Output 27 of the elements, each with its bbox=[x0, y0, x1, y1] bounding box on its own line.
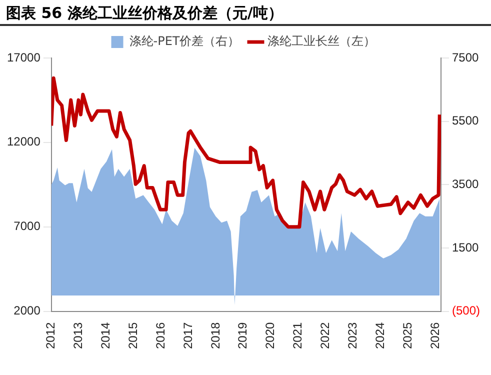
x-tick-label: 2025 bbox=[400, 322, 414, 350]
y-tick-label: 12000 bbox=[6, 134, 41, 149]
y-tick-label: 17000 bbox=[6, 50, 41, 64]
y2-tick-label: 7500 bbox=[452, 50, 480, 64]
y-tick-label: 2000 bbox=[14, 304, 41, 318]
chart-title: 图表 56 涤纶工业丝价格及价差（元/吨） bbox=[0, 0, 491, 26]
x-tick-label: 2013 bbox=[71, 322, 86, 350]
legend-label: 涤纶工业长丝（左） bbox=[268, 34, 376, 48]
y2-tick-label: 5500 bbox=[452, 114, 480, 128]
legend-label: 涤纶-PET价差（右） bbox=[129, 34, 240, 48]
x-tick-label: 2012 bbox=[44, 322, 58, 350]
y2-tick-label: 1500 bbox=[452, 240, 480, 254]
y-tick-label: 7000 bbox=[14, 219, 41, 234]
x-tick-label: 2024 bbox=[372, 322, 387, 350]
y2-tick-label: 3500 bbox=[452, 176, 480, 191]
x-tick-label: 2023 bbox=[346, 322, 360, 350]
x-tick-label: 2017 bbox=[180, 322, 195, 350]
x-tick-label: 2021 bbox=[290, 322, 305, 350]
x-tick-label: 2019 bbox=[236, 322, 250, 350]
x-tick-label: 2016 bbox=[153, 322, 168, 350]
y2-tick-label: (500) bbox=[452, 304, 480, 318]
x-tick-label: 2018 bbox=[208, 322, 222, 350]
x-tick-label: 2014 bbox=[98, 322, 113, 350]
x-tick-label: 2020 bbox=[263, 322, 278, 350]
x-tick-label: 2022 bbox=[318, 322, 332, 350]
x-tick-label: 2026 bbox=[428, 322, 442, 350]
x-tick-label: 2015 bbox=[126, 322, 140, 350]
